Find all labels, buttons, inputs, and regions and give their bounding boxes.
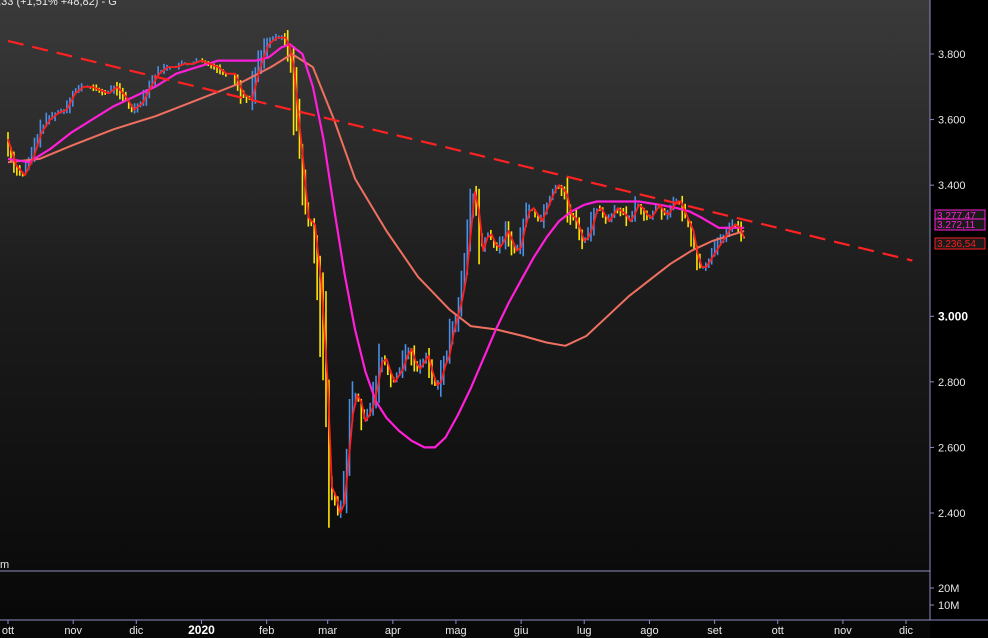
y-tick-label: 2.800 xyxy=(938,377,966,389)
x-tick-label: mag xyxy=(445,625,466,637)
price-label-text: 3.277,47 xyxy=(937,211,976,222)
y-tick-label: 3.800 xyxy=(938,49,966,61)
x-tick-label: 2020 xyxy=(188,623,215,637)
price-label-text: 3.272,11 xyxy=(937,220,976,231)
x-tick-label: nov xyxy=(834,625,852,637)
series-line-ma_fast xyxy=(7,43,745,449)
y-axis-panel xyxy=(930,0,988,638)
volume-panel-label: m xyxy=(0,559,9,571)
volume-tick-label: 20M xyxy=(938,583,959,595)
x-tick-label: lug xyxy=(577,625,592,637)
x-tick-label: mar xyxy=(318,625,337,637)
series-line-ma_slow xyxy=(7,53,745,347)
x-tick-label: set xyxy=(707,625,722,637)
volume-tick-label: 10M xyxy=(938,600,959,612)
label-layer: 3.277,473.272,11 3.236,54 xyxy=(934,209,986,250)
price-label-box xyxy=(934,237,986,250)
x-tick-label: feb xyxy=(259,625,274,637)
x-tick-label: ott xyxy=(772,625,784,637)
resistance-trendline xyxy=(7,39,913,262)
x-tick-label: nov xyxy=(64,625,82,637)
y-tick-label: 3.600 xyxy=(938,115,966,127)
price-label-box xyxy=(934,218,986,231)
y-tick-label: 3.400 xyxy=(938,180,966,192)
x-tick-label: ago xyxy=(640,625,658,637)
series-line-price xyxy=(7,36,745,514)
price-label-text: 3.236,54 xyxy=(937,239,976,250)
x-tick-label: dic xyxy=(129,625,144,637)
series-lines-layer xyxy=(7,36,913,514)
y-tick-label: 3.000 xyxy=(938,309,968,323)
y-tick-label: 2.600 xyxy=(938,442,966,454)
x-tick-label: apr xyxy=(385,625,401,637)
chart-header-text: 3,33 (+1,51% +48,82) - G xyxy=(0,0,117,8)
x-tick-label: ott xyxy=(2,625,14,637)
x-tick-label: dic xyxy=(899,625,914,637)
y-tick-label: 2.400 xyxy=(938,508,966,520)
header-layer: 3,33 (+1,51% +48,82) - G xyxy=(0,0,117,8)
x-tick-label: giu xyxy=(514,625,529,637)
